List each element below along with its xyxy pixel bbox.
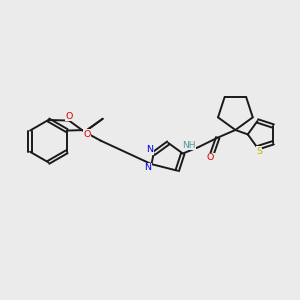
Text: O: O <box>83 130 91 139</box>
Text: O: O <box>65 112 72 121</box>
Text: O: O <box>207 153 214 162</box>
Text: N: N <box>144 164 151 172</box>
Text: NH: NH <box>182 141 196 150</box>
Text: S: S <box>256 147 262 156</box>
Text: N: N <box>146 146 153 154</box>
